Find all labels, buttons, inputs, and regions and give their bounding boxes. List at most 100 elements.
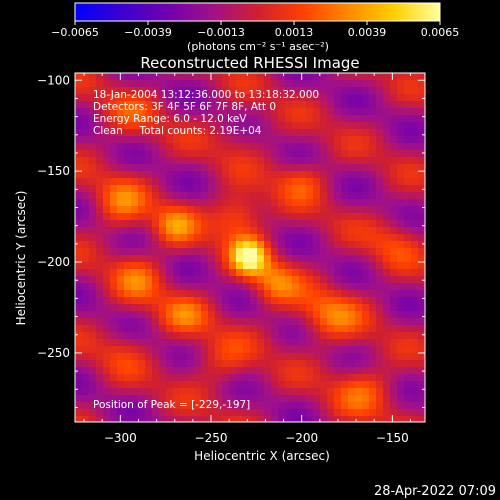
heatmap-cell — [243, 325, 251, 333]
heatmap-cell — [320, 367, 328, 375]
heatmap-cell — [117, 101, 125, 109]
heatmap-cell — [264, 150, 272, 158]
heatmap-cell — [278, 297, 286, 305]
heatmap-cell — [285, 87, 293, 95]
heatmap-cell — [194, 80, 202, 88]
heatmap-cell — [285, 409, 293, 417]
heatmap-cell — [327, 108, 335, 116]
heatmap-cell — [187, 73, 195, 81]
heatmap-cell — [152, 297, 160, 305]
heatmap-cell — [362, 311, 370, 319]
y-tick-label: −200 — [37, 255, 70, 269]
heatmap-cell — [110, 150, 118, 158]
heatmap-cell — [110, 276, 118, 284]
heatmap-cell — [369, 164, 377, 172]
heatmap-cell — [82, 332, 90, 340]
heatmap-cell — [131, 402, 139, 410]
heatmap-cell — [250, 248, 258, 256]
heatmap-cell — [390, 353, 398, 361]
heatmap-cell — [306, 269, 314, 277]
heatmap-cell — [348, 381, 356, 389]
heatmap-cell — [187, 297, 195, 305]
heatmap-cell — [320, 255, 328, 263]
heatmap-cell — [369, 227, 377, 235]
heatmap-cell — [369, 150, 377, 158]
heatmap-cell — [215, 262, 223, 270]
heatmap-cell — [257, 276, 265, 284]
heatmap-cell — [264, 381, 272, 389]
heatmap-cell — [236, 220, 244, 228]
heatmap-cell — [404, 325, 412, 333]
heatmap-cell — [145, 367, 153, 375]
heatmap-cell — [96, 339, 104, 347]
heatmap-cell — [159, 80, 167, 88]
heatmap-cell — [96, 269, 104, 277]
heatmap-cell — [285, 129, 293, 137]
heatmap-cell — [229, 108, 237, 116]
heatmap-cell — [306, 206, 314, 214]
heatmap-cell — [138, 164, 146, 172]
heatmap-cell — [278, 185, 286, 193]
heatmap-cell — [404, 192, 412, 200]
heatmap-cell — [96, 395, 104, 403]
heatmap-cell — [222, 276, 230, 284]
heatmap-cell — [145, 248, 153, 256]
heatmap-cell — [180, 143, 188, 151]
heatmap-cell — [222, 297, 230, 305]
heatmap-cell — [278, 150, 286, 158]
heatmap-cell — [348, 255, 356, 263]
heatmap-cell — [257, 374, 265, 382]
heatmap-cell — [124, 87, 132, 95]
heatmap-cell — [327, 150, 335, 158]
heatmap-cell — [215, 129, 223, 137]
heatmap-cell — [250, 255, 258, 263]
heatmap-cell — [411, 276, 419, 284]
heatmap-cell — [348, 283, 356, 291]
heatmap-cell — [152, 339, 160, 347]
heatmap-cell — [208, 150, 216, 158]
heatmap-cell — [348, 409, 356, 417]
heatmap-cell — [257, 101, 265, 109]
heatmap-cell — [411, 80, 419, 88]
heatmap-cell — [152, 129, 160, 137]
heatmap-cell — [320, 360, 328, 368]
heatmap-cell — [418, 304, 425, 312]
heatmap-cell — [201, 115, 209, 123]
heatmap-cell — [222, 416, 230, 422]
heatmap-cell — [292, 73, 300, 81]
heatmap-cell — [152, 171, 160, 179]
chart-title: Reconstructed RHESSI Image — [140, 54, 359, 72]
heatmap-cell — [355, 255, 363, 263]
heatmap-cell — [418, 192, 425, 200]
heatmap-cell — [187, 283, 195, 291]
heatmap-cell — [222, 157, 230, 165]
heatmap-cell — [264, 311, 272, 319]
heatmap-cell — [404, 101, 412, 109]
heatmap-cell — [264, 290, 272, 298]
heatmap-cell — [285, 416, 293, 422]
heatmap-cell — [348, 367, 356, 375]
heatmap-cell — [173, 353, 181, 361]
heatmap-cell — [124, 136, 132, 144]
heatmap-cell — [124, 416, 132, 422]
heatmap-cell — [257, 409, 265, 417]
heatmap-cell — [229, 283, 237, 291]
heatmap-cell — [138, 353, 146, 361]
heatmap-cell — [131, 87, 139, 95]
heatmap-cell — [173, 283, 181, 291]
heatmap-cell — [348, 311, 356, 319]
heatmap-cell — [320, 192, 328, 200]
heatmap-cell — [362, 115, 370, 123]
heatmap-cell — [201, 395, 209, 403]
heatmap-cell — [306, 346, 314, 354]
heatmap-cell — [194, 73, 202, 81]
heatmap-cell — [257, 192, 265, 200]
heatmap-cell — [75, 122, 83, 130]
heatmap-cell — [117, 192, 125, 200]
heatmap-cell — [334, 80, 342, 88]
heatmap-cell — [131, 150, 139, 158]
heatmap-cell — [138, 318, 146, 326]
heatmap-cell — [257, 129, 265, 137]
heatmap-cell — [355, 213, 363, 221]
heatmap-cell — [194, 143, 202, 151]
